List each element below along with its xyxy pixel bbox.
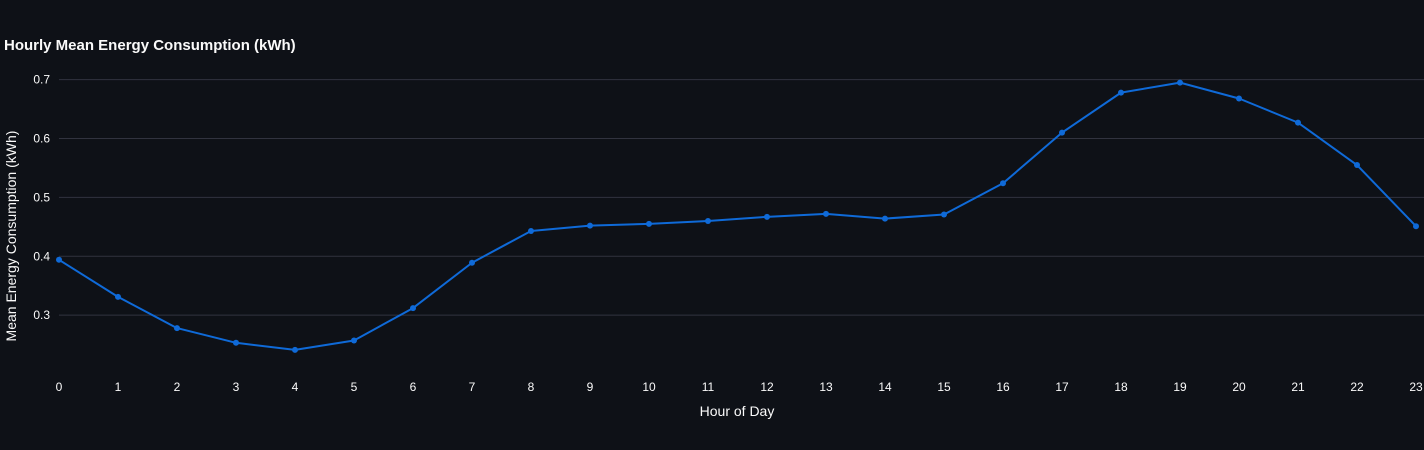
x-tick-label: 19 (1173, 380, 1187, 394)
data-point[interactable] (1118, 89, 1124, 96)
x-tick-label: 2 (174, 380, 181, 394)
data-point[interactable] (764, 213, 770, 220)
x-tick-label: 15 (937, 380, 951, 394)
x-tick-label: 3 (233, 380, 240, 394)
x-tick-label: 22 (1350, 380, 1364, 394)
data-point[interactable] (410, 305, 416, 312)
x-tick-label: 11 (702, 380, 715, 394)
data-point[interactable] (587, 222, 593, 229)
grid-lines (59, 79, 1424, 316)
data-point[interactable] (174, 325, 180, 332)
x-tick-label: 4 (292, 380, 299, 394)
x-tick-label: 9 (587, 380, 594, 394)
x-tick-label: 18 (1114, 380, 1128, 394)
y-axis-ticks: 0.3 0.4 0.5 0.6 0.7 (33, 73, 50, 322)
series-line (58, 81, 1417, 351)
chart-title: Hourly Mean Energy Consumption (kWh) (4, 37, 296, 54)
x-tick-label: 14 (878, 380, 892, 394)
data-point[interactable] (705, 217, 711, 224)
data-point[interactable] (1000, 180, 1006, 187)
data-point[interactable] (528, 227, 534, 234)
data-point[interactable] (882, 215, 888, 222)
y-tick-label: 0.7 (33, 73, 50, 87)
x-tick-label: 5 (351, 380, 358, 394)
x-tick-label: 20 (1232, 380, 1246, 394)
data-point[interactable] (823, 210, 829, 217)
data-point[interactable] (1354, 162, 1360, 169)
x-axis-title: Hour of Day (700, 403, 775, 419)
x-tick-label: 16 (996, 380, 1010, 394)
data-point[interactable] (1295, 119, 1301, 126)
x-tick-label: 7 (469, 380, 476, 394)
series-layer (56, 79, 1419, 353)
x-tick-label: 8 (528, 380, 535, 394)
data-point[interactable] (1236, 95, 1242, 102)
data-point[interactable] (1177, 79, 1183, 86)
data-point[interactable] (1059, 129, 1065, 136)
x-tick-label: 10 (642, 380, 656, 394)
data-point[interactable] (646, 220, 652, 227)
data-point[interactable] (351, 337, 357, 344)
data-point[interactable] (292, 346, 298, 353)
x-tick-label: 12 (760, 380, 774, 394)
data-point[interactable] (1413, 223, 1419, 230)
x-tick-label: 1 (115, 380, 122, 394)
data-point[interactable] (469, 259, 475, 266)
x-tick-label: 17 (1055, 380, 1069, 394)
data-point[interactable] (56, 256, 62, 263)
x-tick-label: 13 (819, 380, 833, 394)
y-tick-label: 0.4 (33, 249, 50, 263)
x-tick-label: 23 (1409, 380, 1423, 394)
x-tick-label: 21 (1291, 380, 1305, 394)
x-tick-label: 6 (410, 380, 417, 394)
x-tick-label: 0 (56, 380, 63, 394)
y-axis-title: Mean Energy Consumption (kWh) (3, 131, 19, 342)
y-tick-label: 0.5 (33, 190, 50, 204)
data-point[interactable] (941, 211, 947, 218)
x-axis-ticks: 0 1 2 3 4 5 6 7 8 9 10 11 12 13 14 15 16 17 18 19 20 21 22 23 (56, 380, 1423, 394)
data-point[interactable] (233, 339, 239, 346)
y-tick-label: 0.3 (33, 308, 50, 322)
data-point[interactable] (115, 293, 121, 300)
y-tick-label: 0.6 (33, 132, 50, 146)
